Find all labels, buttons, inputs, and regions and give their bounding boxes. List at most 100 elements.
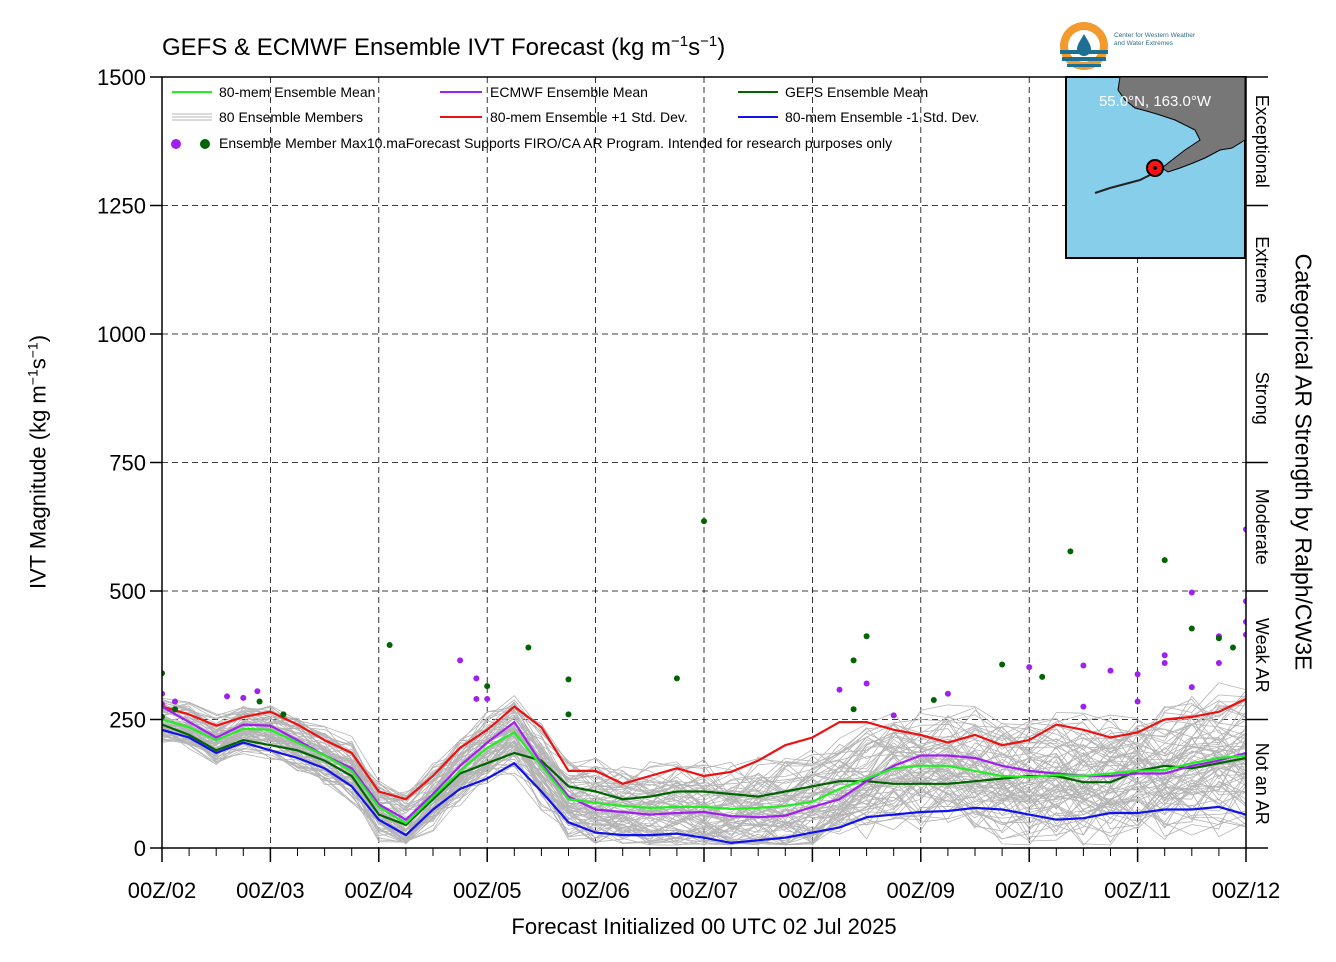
category-label: Weak AR — [1252, 618, 1272, 693]
gefs-max-point — [1215, 635, 1222, 642]
category-label: Not an AR — [1252, 743, 1272, 825]
ecmwf-max-point — [484, 695, 491, 702]
alaska-landmass — [1117, 76, 1246, 173]
ecmwf-max-point — [240, 694, 247, 701]
x-tick-label: 00Z/05 — [453, 878, 522, 903]
category-label: Strong — [1252, 372, 1272, 425]
y-tick-label: 1250 — [97, 194, 146, 219]
y-tick-label: 1500 — [97, 65, 146, 90]
member-line — [162, 729, 1246, 834]
ecmwf-max-point — [1161, 652, 1168, 659]
legend-gefs-max-marker — [200, 139, 210, 149]
x-tick-label: 00Z/02 — [128, 878, 197, 903]
legend-ecmwf-mean: ECMWF Ensemble Mean — [490, 84, 648, 100]
gefs-max-point — [850, 706, 857, 713]
ecmwf-max-point — [944, 690, 951, 697]
member-line — [162, 727, 1246, 845]
axes: 0 250 500 750 1000 1250 1500 00Z/02 00Z/03 00Z/04… — [97, 65, 1280, 903]
ecmwf-max-point — [1134, 698, 1141, 705]
gefs-max-point — [565, 711, 572, 718]
ecmwf-max-point — [890, 712, 897, 719]
gefs-max-point — [1188, 625, 1195, 632]
x-tick-label: 00Z/04 — [345, 878, 414, 903]
right-axis-label: Categorical AR Strength by Ralph/CW3E — [1290, 253, 1317, 671]
ecmwf-max-point — [473, 695, 480, 702]
member-line — [162, 720, 1246, 846]
x-tick-label: 00Z/10 — [995, 878, 1064, 903]
ensemble-members — [162, 682, 1246, 846]
member-line — [162, 710, 1246, 801]
plus-sd-line — [162, 697, 1246, 801]
ecmwf-max-point — [1188, 684, 1195, 691]
member-line — [162, 722, 1246, 833]
series-lines — [162, 697, 1246, 845]
grid-lines — [162, 77, 1246, 848]
category-label: Exceptional — [1252, 95, 1272, 188]
y-tick-label: 250 — [109, 708, 146, 733]
member-line — [162, 726, 1246, 830]
inset-map: 55.0°N, 163.0°W — [1065, 76, 1246, 259]
ecmwf-max-point — [1107, 667, 1114, 674]
member-line — [162, 717, 1246, 829]
cw3e-logo-icon — [1060, 22, 1108, 70]
ecmwf-max-point — [172, 698, 179, 705]
member-line — [162, 699, 1246, 798]
ecmwf-max-point — [1080, 703, 1087, 710]
x-tick-label: 00Z/07 — [670, 878, 739, 903]
x-tick-label: 00Z/08 — [778, 878, 847, 903]
gefs-max-point — [525, 644, 532, 651]
logo-line2: and Water Extremes — [1114, 40, 1174, 47]
ecmwf-max-point — [1188, 589, 1195, 596]
gefs-max-point — [701, 518, 707, 525]
y-tick-label: 0 — [134, 836, 146, 861]
legend-plus-sd: 80-mem Ensemble +1 Std. Dev. — [490, 109, 688, 125]
gefs-max-point — [280, 711, 287, 718]
gefs-max-point — [1161, 557, 1168, 564]
x-tick-label: 00Z/03 — [236, 878, 305, 903]
ecmwf-max-point — [1080, 662, 1087, 669]
ecmwf-max-point — [224, 693, 231, 700]
minus-sd-line — [162, 728, 1246, 845]
chart-title: GEFS & ECMWF Ensemble IVT Forecast (kg m… — [162, 33, 726, 61]
member-line — [162, 694, 1246, 809]
gefs-max-point — [1039, 673, 1046, 680]
member-line — [162, 729, 1246, 844]
legend-gefs-mean: GEFS Ensemble Mean — [785, 84, 928, 100]
member-max-points — [162, 518, 1246, 720]
legend-minus-sd: 80-mem Ensemble -1 Std. Dev. — [785, 109, 979, 125]
cw3e-logo: Center for Western Weather and Water Extr… — [1058, 20, 1238, 72]
ecmwf-max-point — [836, 686, 843, 693]
gefs-max-point — [673, 675, 680, 682]
ecmwf-max-point — [457, 657, 464, 664]
y-axis-label: IVT Magnitude (kg m−1s−1) — [24, 334, 51, 590]
category-label: Moderate — [1252, 489, 1272, 565]
ecmwf-max-point — [1215, 659, 1222, 666]
ecmwf-max-point — [1134, 671, 1141, 678]
x-tick-label: 00Z/06 — [561, 878, 630, 903]
ecmwf-max-point — [473, 675, 480, 682]
gefs-max-point — [484, 683, 491, 690]
ecmwf-max-point — [863, 680, 870, 687]
gefs-max-point — [565, 676, 572, 683]
x-tick-label: 00Z/09 — [887, 878, 956, 903]
x-tick-label: 00Z/12 — [1212, 878, 1281, 903]
gefs-max-point — [1067, 548, 1074, 555]
legend-members: 80 Ensemble Members — [219, 109, 363, 125]
member-line — [162, 726, 1246, 841]
category-label: Extreme — [1252, 236, 1272, 303]
member-line — [162, 722, 1246, 836]
logo-line1: Center for Western Weather — [1114, 32, 1196, 39]
gefs-max-point — [930, 696, 937, 703]
legend-ens-mean: 80-mem Ensemble Mean — [219, 84, 375, 100]
y-tick-label: 1000 — [97, 322, 146, 347]
gefs-max-point — [256, 698, 263, 705]
legend-max-note: Ensemble Member Max10.maForecast Support… — [219, 135, 892, 151]
x-axis-label: Forecast Initialized 00 UTC 02 Jul 2025 — [511, 914, 897, 939]
ens-mean-line — [162, 718, 1246, 825]
legend-ecmwf-max-marker — [171, 139, 181, 149]
legend: 80-mem Ensemble Mean ECMWF Ensemble Mean… — [171, 84, 979, 151]
member-line — [162, 723, 1246, 842]
member-line — [162, 734, 1246, 846]
gefs-max-point — [172, 706, 179, 713]
